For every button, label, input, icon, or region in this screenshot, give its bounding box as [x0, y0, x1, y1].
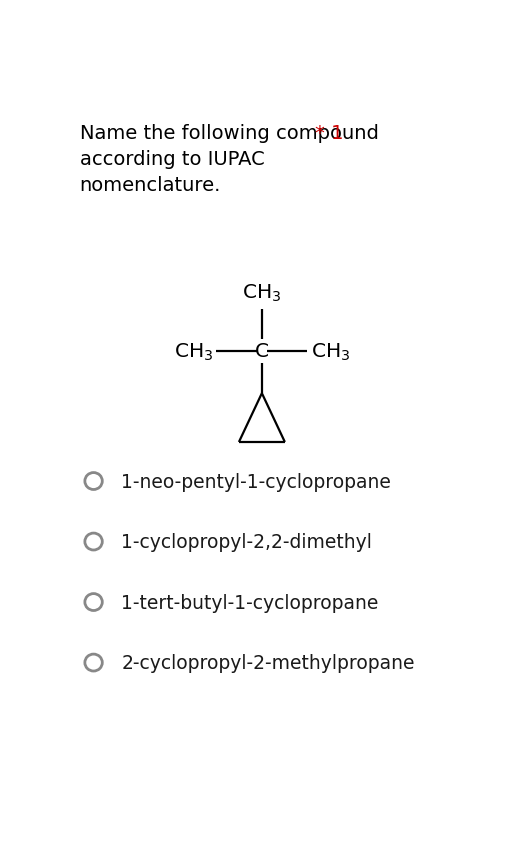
Text: 2-cyclopropyl-2-methylpropane: 2-cyclopropyl-2-methylpropane — [121, 653, 415, 673]
Text: CH$_3$: CH$_3$ — [174, 341, 213, 362]
Text: 1-tert-butyl-1-cyclopropane: 1-tert-butyl-1-cyclopropane — [121, 592, 379, 612]
Text: Name the following compound: Name the following compound — [80, 123, 379, 143]
Text: CH$_3$: CH$_3$ — [242, 283, 282, 304]
Text: CH$_3$: CH$_3$ — [311, 341, 350, 362]
Text: 1-neo-pentyl-1-cyclopropane: 1-neo-pentyl-1-cyclopropane — [121, 472, 391, 491]
Text: according to IUPAC: according to IUPAC — [80, 149, 265, 168]
Text: * 1: * 1 — [315, 123, 344, 143]
Text: nomenclature.: nomenclature. — [80, 176, 221, 194]
Text: 1-cyclopropyl-2,2-dimethyl: 1-cyclopropyl-2,2-dimethyl — [121, 533, 372, 551]
Text: C: C — [255, 342, 269, 361]
